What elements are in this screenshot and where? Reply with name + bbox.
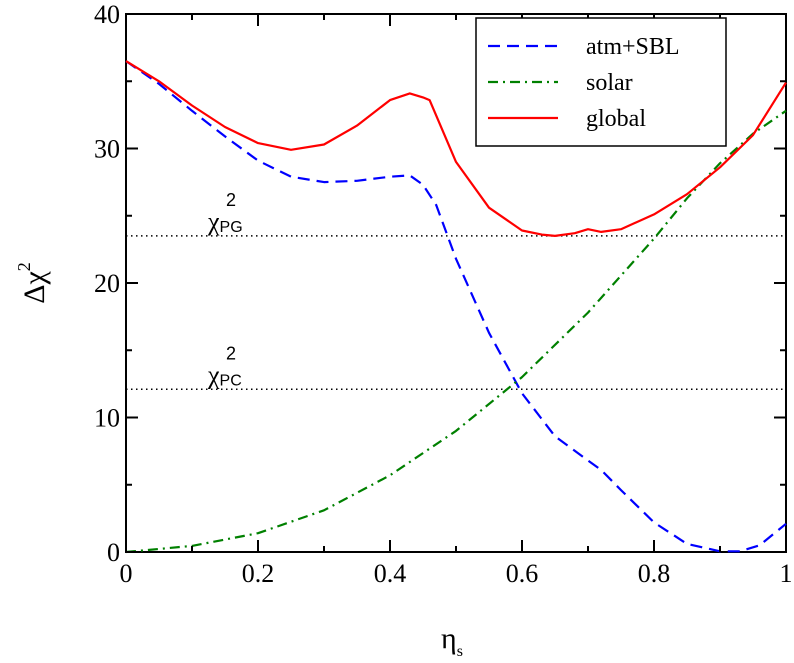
reference-label-pc: χPC bbox=[207, 360, 242, 389]
y-tick-label: 0 bbox=[107, 538, 120, 567]
legend: atm+SBL solar global bbox=[475, 17, 727, 147]
x-axis-label-sub: s bbox=[457, 643, 463, 660]
legend-label-solar: solar bbox=[586, 70, 633, 96]
reference-label-sup-pg: 2 bbox=[226, 190, 236, 210]
y-axis-label-sup: 2 bbox=[14, 262, 34, 271]
y-tick-label: 40 bbox=[94, 0, 120, 29]
x-tick-label: 1 bbox=[780, 559, 793, 588]
y-tick-label: 20 bbox=[94, 269, 120, 298]
series-line-global bbox=[125, 60, 787, 237]
reference-label-sub: PG bbox=[220, 219, 243, 236]
x-tick-label: 0.4 bbox=[374, 559, 407, 588]
y-tick-label: 30 bbox=[94, 135, 120, 164]
y-axis-label-main: Δχ bbox=[18, 271, 51, 304]
reference-label-sup-pc: 2 bbox=[226, 343, 236, 363]
x-axis-label-main: η bbox=[441, 622, 457, 655]
reference-label-pg: χPG bbox=[207, 207, 243, 236]
reference-label-main: χ bbox=[207, 360, 220, 389]
y-axis-label: Δχ2 bbox=[14, 262, 51, 304]
legend-label-atm-sbl: atm+SBL bbox=[586, 34, 680, 60]
reference-label-sub: PC bbox=[220, 372, 242, 389]
x-tick-label: 0.6 bbox=[506, 559, 539, 588]
x-tick-label: 0.8 bbox=[638, 559, 671, 588]
reference-label-main: χ bbox=[207, 207, 220, 236]
series-line-atm-sbl bbox=[125, 60, 787, 553]
x-tick-label: 0.2 bbox=[242, 559, 275, 588]
axis-labels: Δχ2 ηs bbox=[14, 262, 463, 660]
series-group bbox=[125, 60, 787, 554]
series-line-solar bbox=[125, 109, 787, 554]
y-tick-label: 10 bbox=[94, 404, 120, 433]
x-tick-label: 0 bbox=[120, 559, 133, 588]
legend-label-global: global bbox=[586, 106, 646, 132]
x-axis-label: ηs bbox=[441, 622, 463, 660]
